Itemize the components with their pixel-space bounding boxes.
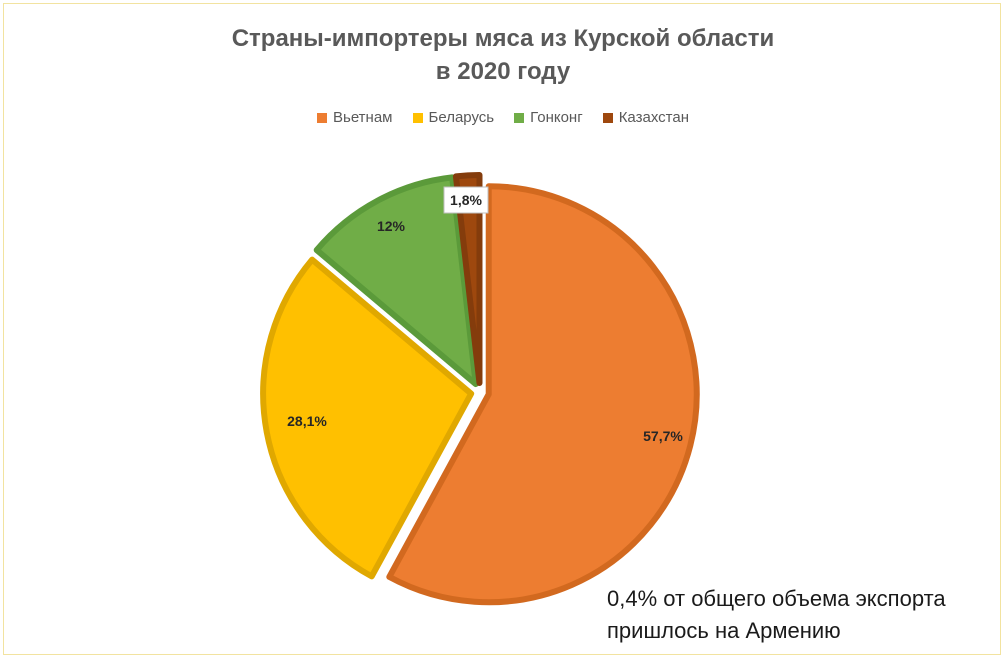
pie-slice-hongkong [313,174,479,388]
legend-item-belarus: Беларусь [412,109,495,126]
chart-title: Страны-импортеры мяса из Курской области… [0,22,1006,88]
legend-label: Гонконг [530,109,583,126]
legend-label: Казахстан [618,109,689,126]
legend-label: Вьетнам [333,109,393,126]
pie-slice-kazakhstan [452,172,483,387]
legend-swatch [514,112,525,123]
legend-item-vietnam: Вьетнам [317,109,393,126]
pie-slice-belarus [260,256,475,580]
annotation-line-2: пришлось на Армению [607,618,841,643]
chart-title-line-2: в 2020 году [435,58,571,85]
data-label-kazakhstan: 1,8% [450,192,482,208]
legend-swatch [317,112,328,123]
data-label-belarus: 28,1% [287,413,327,429]
legend-item-kazakhstan: Казахстан [602,109,689,126]
data-label-vietnam: 57,7% [643,428,683,444]
pie-slice-vietnam [386,183,700,606]
chart-title-line-1: Страны-импортеры мяса из Курской области [231,25,775,52]
legend-item-hongkong: Гонконг [514,109,583,126]
annotation-note: 0,4% от общего объема экспорта пришлось … [607,583,946,647]
data-label-box [443,186,489,214]
legend-swatch [412,112,423,123]
chart-legend: Вьетнам Беларусь Гонконг Казахстан [0,109,1006,126]
legend-label: Беларусь [428,109,495,126]
annotation-line-1: 0,4% от общего объема экспорта [607,586,946,611]
data-label-hongkong: 12% [377,218,406,234]
legend-swatch [602,112,613,123]
